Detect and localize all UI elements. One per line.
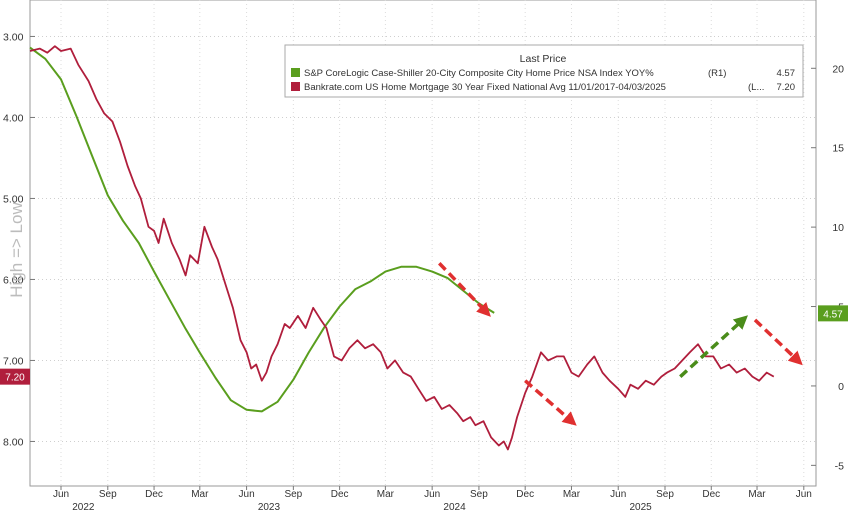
year-tick-label: 2025 xyxy=(629,502,652,513)
month-tick-label: Dec xyxy=(145,489,163,500)
left-last-value: 7.20 xyxy=(5,373,25,384)
month-tick-label: Jun xyxy=(610,489,626,500)
legend-box xyxy=(284,44,804,98)
annotation-arrow-3 xyxy=(679,315,748,378)
month-tick-label: Jun xyxy=(424,489,440,500)
month-tick-label: Dec xyxy=(516,489,534,500)
left-tick-label: 4.00 xyxy=(3,112,24,124)
legend-swatch-green xyxy=(291,68,300,77)
series-line-home-price-yoy xyxy=(29,46,495,413)
year-tick-label: 2022 xyxy=(72,502,95,513)
series-line-mortgage-rate xyxy=(29,45,775,451)
legend-label-homeprice: S&P CoreLogic Case-Shiller 20-City Compo… xyxy=(304,68,654,79)
left-last-value-tag: 7.20 xyxy=(0,368,30,385)
right-last-value: 4.57 xyxy=(823,309,843,320)
left-axis-title: High => Low xyxy=(7,202,26,298)
right-tick-label: -5 xyxy=(835,460,844,472)
legend-axis-tag-mortgage: (L... xyxy=(748,82,764,93)
month-tick-label: Dec xyxy=(331,489,349,500)
month-tick-label: Sep xyxy=(99,489,117,500)
left-tick-label: 3.00 xyxy=(3,31,24,43)
year-tick-label: 2023 xyxy=(258,502,281,513)
series-layer xyxy=(29,45,775,451)
legend-swatch-red xyxy=(291,82,300,91)
legend-title: Last Price xyxy=(520,53,567,65)
left-tick-label: 7.00 xyxy=(3,355,24,367)
x-axis: Jun Sep Dec Mar Jun Sep Dec Mar Jun Sep Dec Mar Jun S… xyxy=(53,486,812,513)
right-tick-label: 0 xyxy=(838,381,844,393)
year-tick-label: 2024 xyxy=(443,502,466,513)
month-tick-label: Mar xyxy=(563,489,581,500)
annotation-arrow-4 xyxy=(753,318,803,366)
left-axis: 3.00 4.00 5.00 6.00 7.00 8.00 xyxy=(3,31,35,448)
legend-axis-tag-homeprice: (R1) xyxy=(708,68,726,79)
annotation-arrow-2 xyxy=(524,379,577,426)
annotations xyxy=(438,262,803,426)
gridlines xyxy=(30,0,816,486)
left-tick-label: 5.00 xyxy=(3,193,24,205)
month-tick-label: Sep xyxy=(656,489,674,500)
right-tick-label: 20 xyxy=(832,63,844,75)
legend: Last Price S&P CoreLogic Case-Shiller 20… xyxy=(284,44,804,98)
legend-last-mortgage: 7.20 xyxy=(777,82,796,93)
month-tick-label: Mar xyxy=(377,489,395,500)
annotation-arrow-1 xyxy=(438,262,491,317)
right-last-value-tag: 4.57 xyxy=(818,305,848,322)
month-tick-label: Dec xyxy=(702,489,720,500)
left-tick-label: 8.00 xyxy=(3,436,24,448)
month-tick-label: Sep xyxy=(470,489,488,500)
month-tick-label: Jun xyxy=(796,489,812,500)
month-tick-label: Mar xyxy=(191,489,209,500)
legend-label-mortgage: Bankrate.com US Home Mortgage 30 Year Fi… xyxy=(304,82,666,93)
month-tick-label: Mar xyxy=(748,489,766,500)
right-tick-label: 15 xyxy=(832,143,844,155)
month-tick-label: Jun xyxy=(239,489,255,500)
legend-last-homeprice: 4.57 xyxy=(777,68,796,79)
left-tick-label: 6.00 xyxy=(3,274,24,286)
month-tick-label: Jun xyxy=(53,489,69,500)
month-tick-label: Sep xyxy=(284,489,302,500)
right-tick-label: 10 xyxy=(832,222,844,234)
